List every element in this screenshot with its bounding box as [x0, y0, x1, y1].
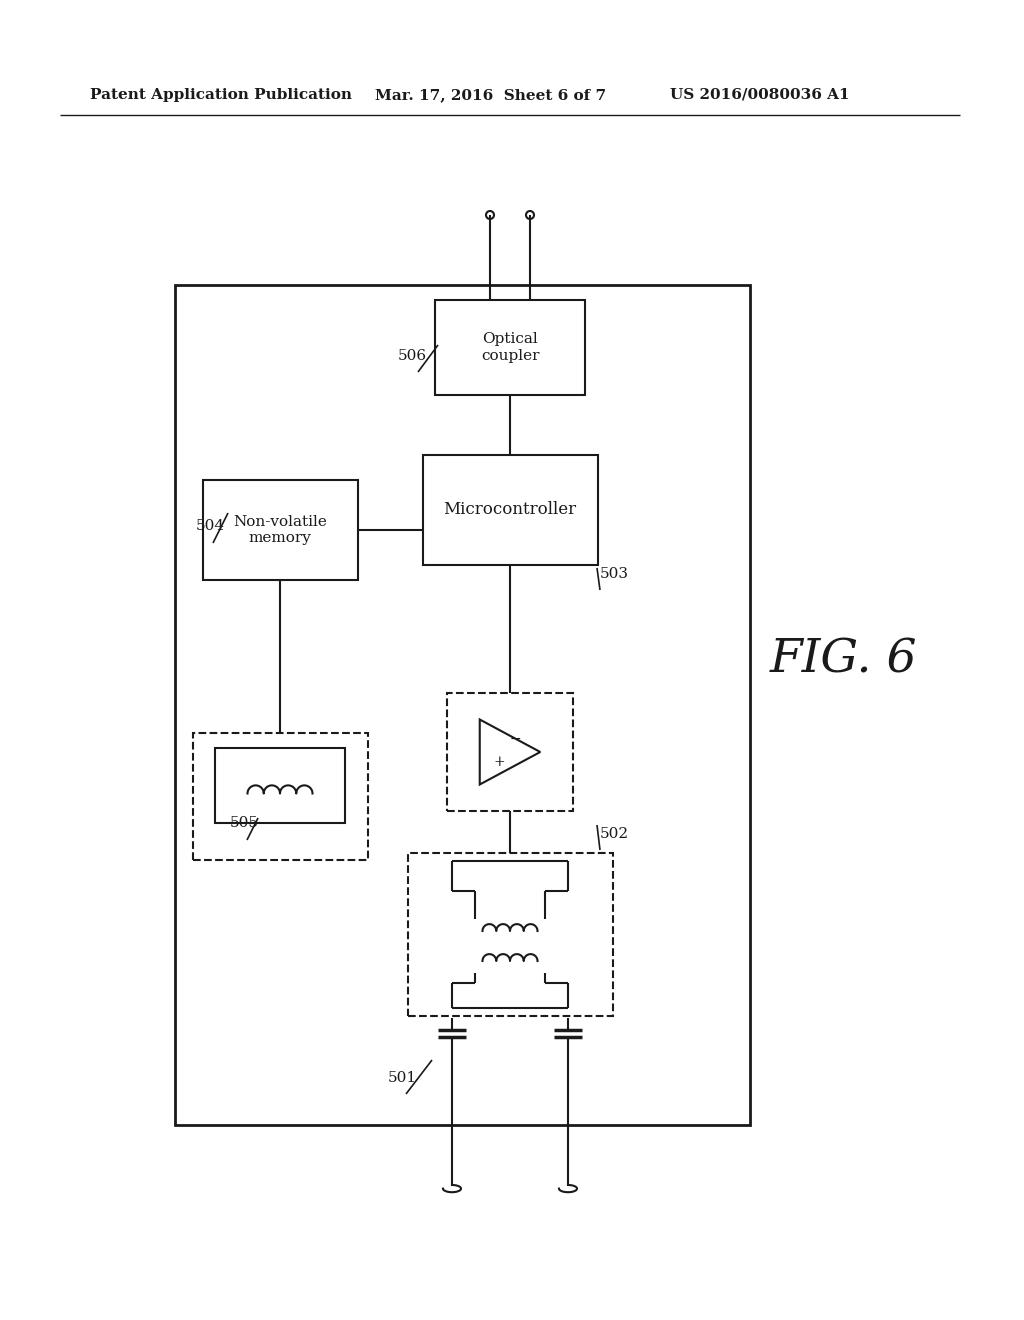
Bar: [215, 748, 345, 822]
Text: Microcontroller: Microcontroller: [443, 502, 577, 519]
Bar: [435, 300, 585, 395]
Bar: [408, 853, 613, 1016]
Text: Mar. 17, 2016  Sheet 6 of 7: Mar. 17, 2016 Sheet 6 of 7: [375, 88, 606, 102]
Bar: [175, 285, 750, 1125]
Text: 502: 502: [600, 828, 629, 841]
Text: FIG. 6: FIG. 6: [770, 638, 918, 682]
Text: +: +: [494, 755, 505, 770]
Bar: [423, 455, 598, 565]
Bar: [193, 733, 368, 861]
Text: 501: 501: [388, 1071, 417, 1085]
Text: US 2016/0080036 A1: US 2016/0080036 A1: [670, 88, 850, 102]
Text: Non-volatile
memory: Non-volatile memory: [233, 515, 327, 545]
Text: Optical
coupler: Optical coupler: [480, 333, 540, 363]
Text: −: −: [510, 733, 521, 746]
Text: 506: 506: [398, 348, 427, 363]
Text: Patent Application Publication: Patent Application Publication: [90, 88, 352, 102]
Text: 504: 504: [196, 519, 225, 533]
Bar: [447, 693, 573, 810]
Text: 505: 505: [230, 816, 259, 830]
Text: 503: 503: [600, 568, 629, 581]
Bar: [203, 480, 358, 579]
